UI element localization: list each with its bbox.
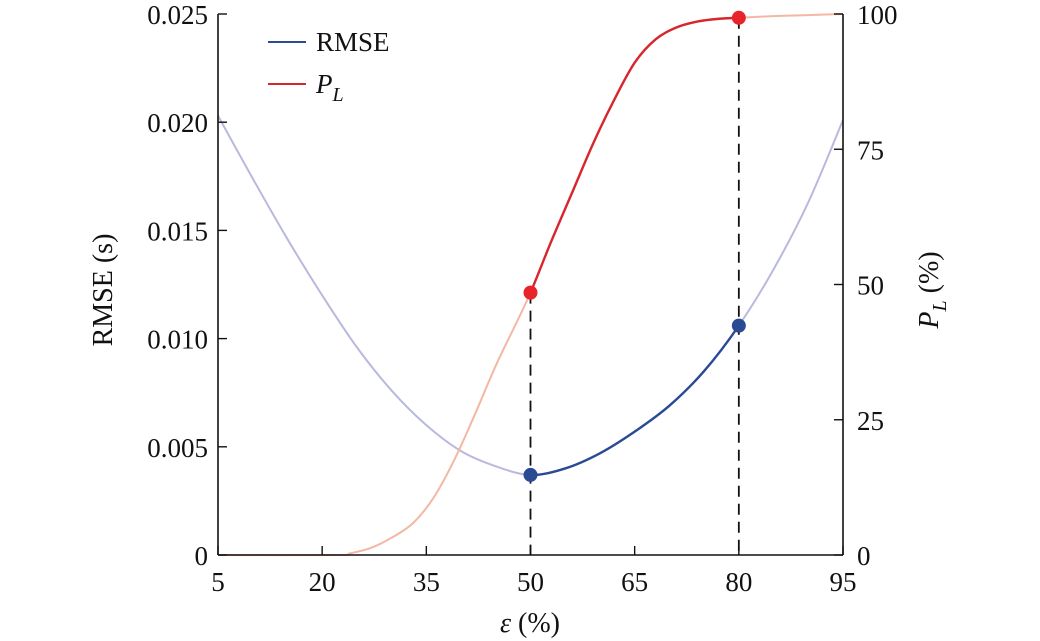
legend-pl-subscript: L xyxy=(332,84,344,106)
x-tick-label: 50 xyxy=(517,567,544,597)
x-axis-label: ε (%) xyxy=(500,608,560,639)
markers xyxy=(523,10,746,482)
guide-lines xyxy=(529,17,740,555)
y-right-label-symbol: P xyxy=(914,312,945,330)
y-right-axis-label: PL (%) xyxy=(914,251,951,329)
x-tick-label: 20 xyxy=(309,567,336,597)
y-right-tick-label: 25 xyxy=(857,406,884,436)
marker-rmse-80 xyxy=(731,318,746,333)
y-right-label-subscript: L xyxy=(929,300,951,312)
y-right-tick-label: 100 xyxy=(857,0,898,30)
x-label-symbol: ε xyxy=(500,608,511,639)
y-left-tick-label: 0 xyxy=(195,541,209,571)
x-tick-label: 35 xyxy=(413,567,440,597)
ticks: 5 20 35 50 65 80 9500.0050.0100.0150.0200.0250… xyxy=(147,0,897,597)
x-tick-label: 80 xyxy=(725,567,752,597)
y-right-tick-label: 50 xyxy=(857,271,884,301)
marker-pl-80 xyxy=(731,10,746,25)
legend-label-rmse: RMSE xyxy=(316,27,390,57)
marker-pl-50 xyxy=(523,285,538,300)
x-label-unit: (%) xyxy=(511,608,560,639)
y-left-tick-label: 0.025 xyxy=(147,0,208,30)
legend: RMSE PL xyxy=(268,27,390,106)
legend-pl-symbol: P xyxy=(315,69,333,99)
y-left-tick-label: 0.015 xyxy=(147,216,208,246)
legend-label-pl: PL xyxy=(315,69,344,106)
y-left-tick-label: 0.020 xyxy=(147,108,208,138)
y-left-tick-label: 0.005 xyxy=(147,433,208,463)
y-right-tick-label: 75 xyxy=(857,135,884,165)
x-tick-label: 95 xyxy=(830,567,857,597)
series-line-pl xyxy=(530,16,739,296)
y-right-label-unit: (%) xyxy=(914,251,945,300)
y-left-tick-label: 0.010 xyxy=(147,325,208,355)
x-tick-label: 5 xyxy=(211,567,225,597)
y-left-axis-label: RMSE (s) xyxy=(88,234,119,347)
y-right-tick-label: 0 xyxy=(857,541,871,571)
x-tick-label: 65 xyxy=(621,567,648,597)
marker-rmse-50 xyxy=(523,467,538,482)
